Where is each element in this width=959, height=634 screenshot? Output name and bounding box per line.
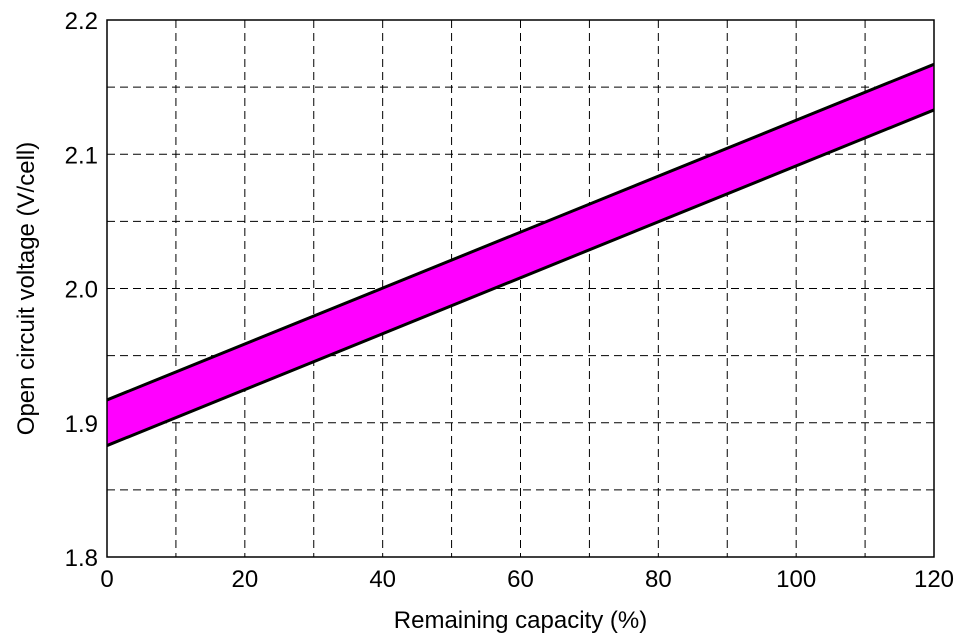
y-tick-label: 1.8 xyxy=(65,545,98,572)
x-tick-labels: 0 20 40 60 80 100 120 xyxy=(100,566,954,593)
grid xyxy=(107,20,934,557)
plot-frame xyxy=(106,19,935,558)
x-tick-label: 80 xyxy=(645,566,672,593)
y-tick-label: 2.1 xyxy=(65,142,98,169)
y-axis-label: Open circuit voltage (V/cell) xyxy=(13,142,40,435)
x-tick-label: 60 xyxy=(507,566,534,593)
x-tick-label: 40 xyxy=(369,566,396,593)
x-axis-label: Remaining capacity (%) xyxy=(394,607,647,634)
y-tick-labels: 1.8 1.9 2.0 2.1 2.2 xyxy=(65,8,98,572)
y-tick-label: 1.9 xyxy=(65,411,98,438)
voltage-band-fill xyxy=(107,64,934,446)
y-tick-label: 2.0 xyxy=(65,277,98,304)
voltage-band xyxy=(106,62,935,447)
lower-bound-line xyxy=(106,108,935,447)
x-tick-label: 0 xyxy=(100,566,113,593)
upper-bound-line xyxy=(106,62,935,402)
y-tick-label: 2.2 xyxy=(65,8,98,35)
x-tick-label: 20 xyxy=(231,566,258,593)
x-tick-label: 120 xyxy=(914,566,954,593)
x-tick-label: 100 xyxy=(776,566,816,593)
